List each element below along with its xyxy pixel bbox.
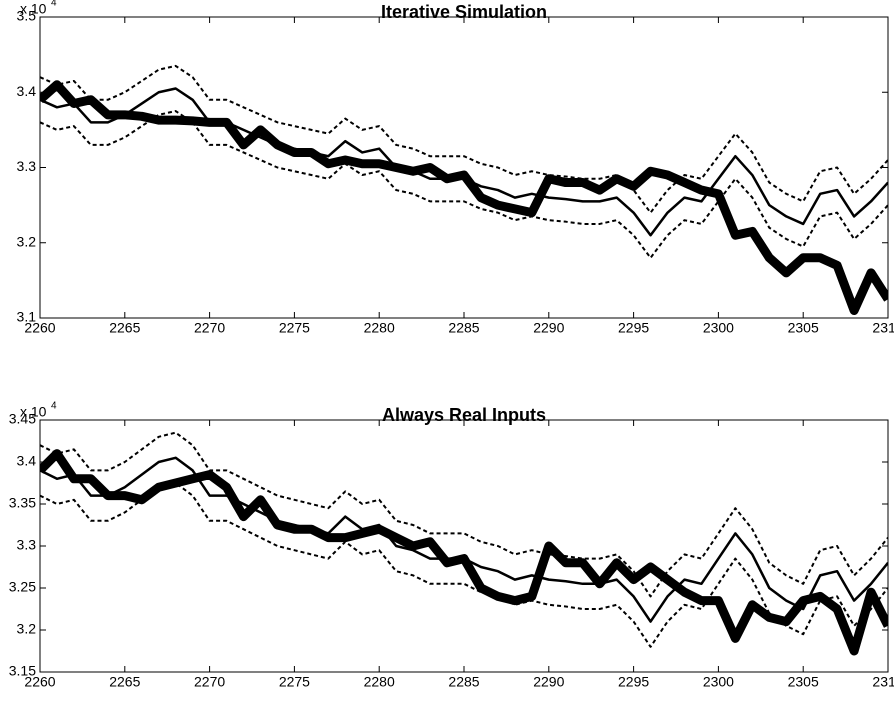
- axes-box: [39, 419, 889, 673]
- y-tick-label: 3.3: [17, 537, 37, 553]
- series-line: [40, 449, 888, 656]
- y-tick-label: 3.15: [9, 663, 36, 679]
- chart-title: Iterative Simulation: [381, 2, 547, 22]
- x-tick-label: 2270: [194, 320, 225, 336]
- x-tick-label: 2295: [618, 320, 649, 336]
- x-tick-label: 2290: [533, 320, 564, 336]
- y-tick-label: 3.1: [17, 309, 37, 325]
- x-tick-label: 2295: [618, 674, 649, 690]
- x-tick-label: 2270: [194, 674, 225, 690]
- y-tick-label: 3.4: [17, 453, 37, 469]
- x-tick-label: 2310: [872, 320, 894, 336]
- y-tick-label: 3.2: [17, 621, 37, 637]
- x-tick-label: 2265: [109, 674, 140, 690]
- y-multiplier-exp: 4: [51, 401, 57, 412]
- y-multiplier: x 10: [20, 1, 47, 17]
- y-tick-label: 3.4: [17, 83, 37, 99]
- x-tick-label: 2305: [788, 320, 819, 336]
- x-tick-label: 2260: [24, 320, 55, 336]
- x-tick-label: 2285: [448, 320, 479, 336]
- y-multiplier: x 10: [20, 404, 47, 420]
- chart-title: Always Real Inputs: [382, 405, 546, 425]
- x-tick-label: 2280: [364, 674, 395, 690]
- series-line: [40, 87, 888, 237]
- x-tick-label: 2265: [109, 320, 140, 336]
- y-tick-label: 3.2: [17, 233, 37, 249]
- x-tick-label: 2290: [533, 674, 564, 690]
- axes-box: [39, 16, 889, 319]
- x-tick-label: 2285: [448, 674, 479, 690]
- series-line: [40, 110, 888, 259]
- y-tick-label: 3.25: [9, 579, 36, 595]
- y-multiplier-exp: 4: [51, 0, 57, 9]
- y-tick-label: 3.3: [17, 158, 37, 174]
- x-tick-label: 2310: [872, 674, 894, 690]
- x-tick-label: 2300: [703, 674, 734, 690]
- y-tick-label: 3.5: [17, 8, 37, 24]
- x-tick-label: 2275: [279, 674, 310, 690]
- x-tick-label: 2300: [703, 320, 734, 336]
- x-tick-label: 2280: [364, 320, 395, 336]
- series-line: [40, 64, 888, 214]
- x-tick-label: 2260: [24, 674, 55, 690]
- x-tick-label: 2305: [788, 674, 819, 690]
- x-tick-label: 2275: [279, 320, 310, 336]
- y-tick-label: 3.35: [9, 495, 36, 511]
- y-tick-label: 3.45: [9, 411, 36, 427]
- series-line: [40, 80, 888, 315]
